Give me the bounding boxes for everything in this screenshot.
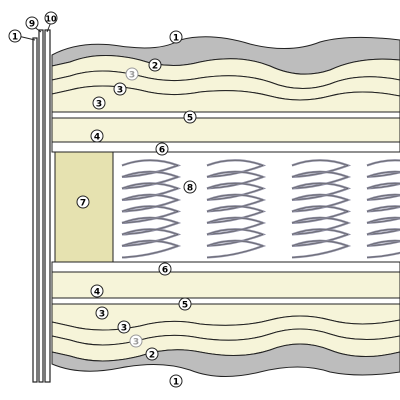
callout-panel-left-inner: 10 [44,11,58,25]
coil-turn-outline [206,183,264,201]
callout-top-board: 5 [183,110,197,124]
side-panel-middle [38,29,44,383]
spring-core [54,151,400,263]
coil-turn-outline [366,229,400,247]
side-panel-inner [44,29,51,383]
coil-turn-outline [291,171,349,189]
callout-top-layer-a: 2 [148,58,162,72]
coil-turn-outline [206,206,264,224]
coil-turn-outline [121,206,179,224]
svg-text:9: 9 [29,20,35,30]
bottom-foam [51,271,400,299]
top-layers [51,36,400,153]
svg-text:5: 5 [187,114,193,124]
svg-text:1: 1 [12,33,18,43]
svg-text:2: 2 [149,351,155,361]
coil-turn-outline [121,183,179,201]
coil-turn-outline [121,194,179,212]
spring-unit [121,159,400,259]
svg-text:7: 7 [80,199,86,209]
svg-text:3: 3 [133,338,139,348]
svg-text:2: 2 [152,62,158,72]
svg-text:1: 1 [173,34,179,44]
coil-turn-outline [121,160,179,178]
callout-bottom-layer-a: 3 [95,306,109,320]
callout-top-layer-d: 3 [92,96,106,110]
svg-text:6: 6 [162,266,168,276]
callout-bottom-pad: 6 [158,262,172,276]
coil-spring [206,159,267,259]
bottom-pad [51,261,400,273]
coil-turn-outline [121,217,179,235]
svg-text:1: 1 [173,378,179,388]
coil-turn-outline [366,240,400,258]
svg-text:3: 3 [117,86,123,96]
coil-spring [291,159,352,259]
coil-spring [121,159,182,259]
svg-text:8: 8 [187,184,193,194]
svg-text:3: 3 [96,100,102,110]
callout-bottom-cover: 1 [169,374,183,388]
svg-text:3: 3 [121,324,127,334]
svg-text:6: 6 [159,146,165,156]
coil-turn-outline [121,240,179,258]
callout-panel-left-outer: 1 [8,29,22,43]
callout-top-layer-c: 3 [113,82,127,96]
svg-text:4: 4 [94,288,100,298]
coil-turn-outline [206,171,264,189]
callout-bottom-layer-b: 3 [117,320,131,334]
top-foam [51,117,400,143]
side-panels [32,29,51,383]
coil-turn-outline [366,194,400,212]
callout-edge-block: 7 [76,195,90,209]
callout-top-foam: 4 [90,129,104,143]
callout-top-pad: 6 [155,142,169,156]
side-panel-outer [32,37,38,383]
coil-turn-outline [206,229,264,247]
callout-bottom-layer-c: 3 [129,334,143,348]
coil-turn-outline [206,240,264,258]
top-board [51,111,400,119]
callout-badges: 1 9 10 1 2 3 3 3 5 4 6 7 8 6 4 5 3 3 3 2… [8,11,197,388]
coil-turn-outline [366,171,400,189]
callout-spring-unit: 8 [183,180,197,194]
coil-turn-outline [206,217,264,235]
coil-turn-outline [366,160,400,178]
coil-spring [366,159,400,259]
callout-top-cover: 1 [169,30,183,44]
coil-turn-outline [291,206,349,224]
coil-turn-outline [121,229,179,247]
callout-top-layer-b: 3 [125,67,139,81]
coil-turn-outline [121,171,179,189]
coil-turn-outline [206,194,264,212]
callout-bottom-board: 5 [178,297,192,311]
svg-text:3: 3 [129,71,135,81]
svg-text:4: 4 [94,133,100,143]
callout-bottom-layer-d: 2 [145,347,159,361]
coil-turn-outline [291,194,349,212]
bottom-board [51,297,400,305]
coil-turn-outline [366,206,400,224]
coil-turn-outline [366,217,400,235]
callout-panel-left-mid: 9 [25,16,39,30]
coil-turn-outline [206,160,264,178]
svg-text:3: 3 [99,310,105,320]
coil-turn-outline [366,183,400,201]
svg-text:10: 10 [45,15,57,24]
coil-turn-outline [291,240,349,258]
coil-turn-outline [291,217,349,235]
bottom-layers [51,261,400,378]
top-pad [51,141,400,153]
top-quilt-layer-3 [51,85,400,113]
coil-turn-outline [291,229,349,247]
coil-turn-outline [291,160,349,178]
callout-bottom-foam: 4 [90,284,104,298]
coil-turn-outline [291,183,349,201]
svg-text:5: 5 [182,301,188,311]
